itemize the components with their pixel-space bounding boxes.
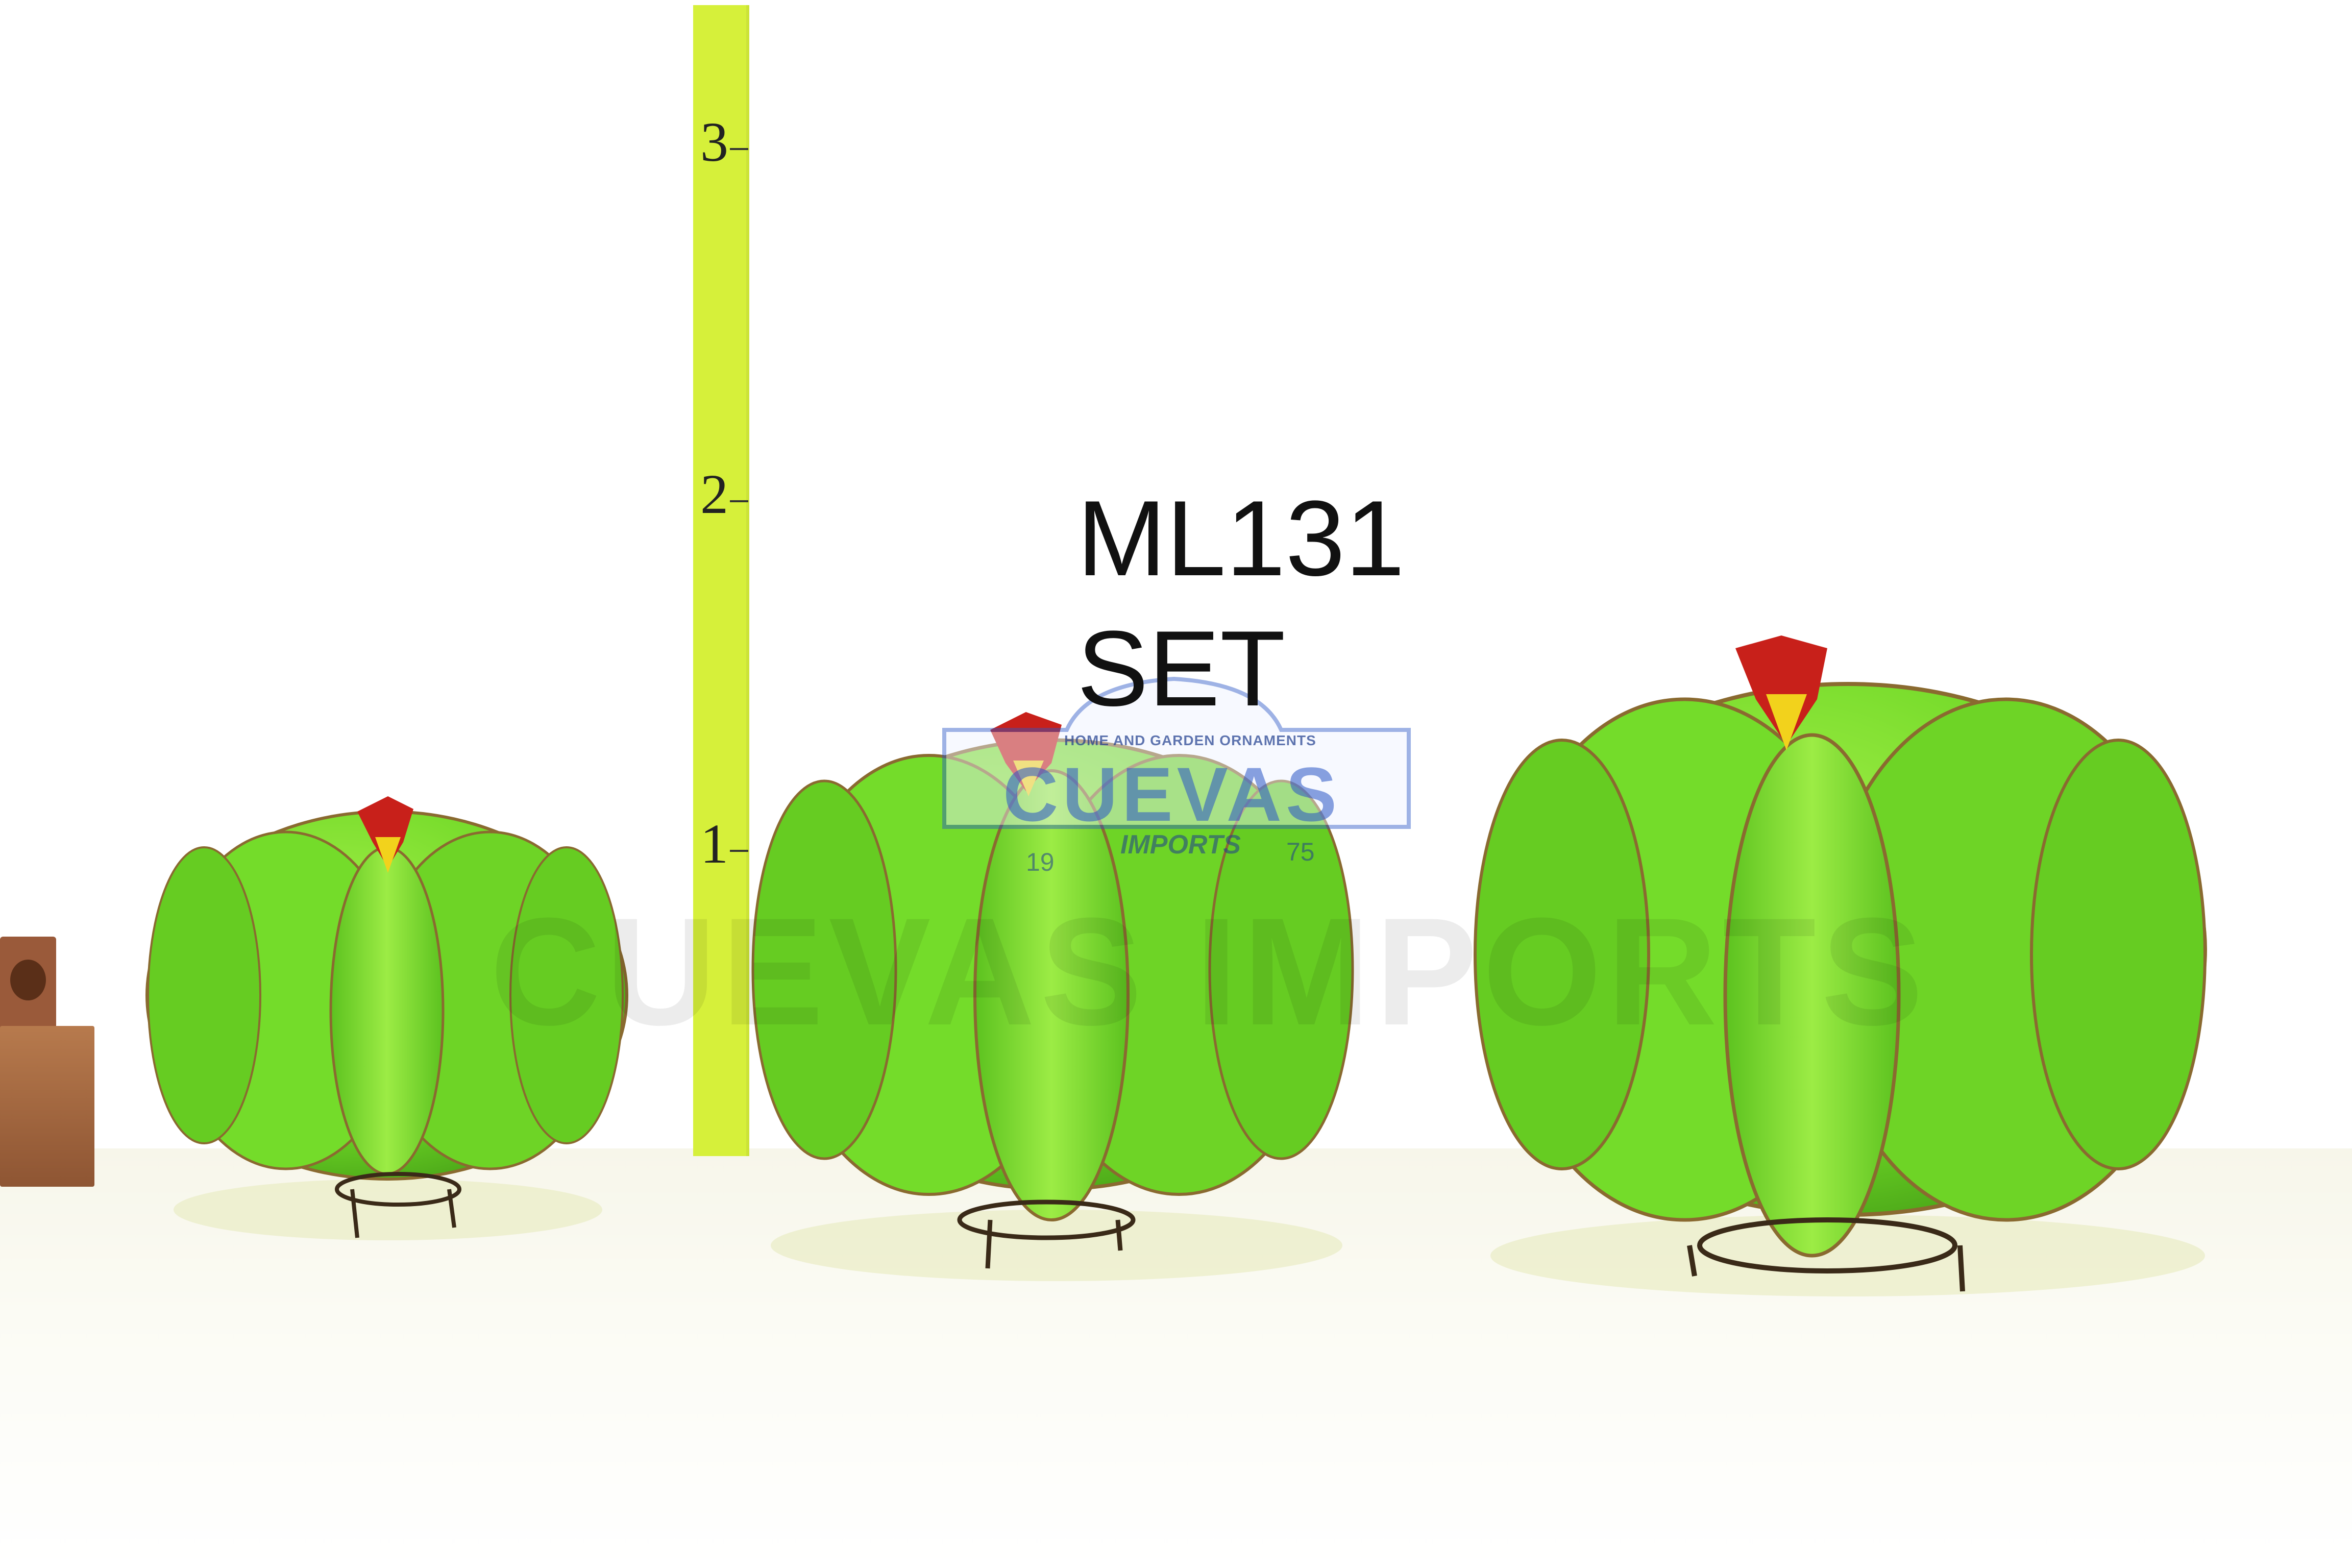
logo-tagline: HOME AND GARDEN ORNAMENTS xyxy=(1064,732,1316,748)
logo-badge xyxy=(942,676,1411,829)
medium-cactus xyxy=(751,712,1354,1269)
measuring-ruler xyxy=(693,5,749,1156)
large-cactus xyxy=(1474,635,2207,1292)
small-cactus xyxy=(145,796,628,1238)
logo-name: CUEVAS xyxy=(1003,751,1341,837)
ruler-tick xyxy=(730,148,748,150)
watermark: CUEVAS IMPORTS xyxy=(490,886,1929,1057)
logo-year-right: 75 xyxy=(1286,838,1315,866)
product-label: SET xyxy=(1077,608,1286,728)
ruler-mark-2: 2 xyxy=(700,463,728,525)
logo-year-left: 19 xyxy=(1026,848,1055,876)
wooden-block-hole xyxy=(10,960,46,1000)
ruler-tick xyxy=(730,850,748,852)
wooden-block-bottom xyxy=(0,1026,94,1187)
logo-sub: IMPORTS xyxy=(1120,830,1241,860)
ruler-tick xyxy=(730,500,748,502)
ruler-mark-1: 1 xyxy=(700,813,728,875)
ruler-mark-3: 3 xyxy=(700,111,728,173)
product-sku: ML131 xyxy=(1077,478,1405,598)
